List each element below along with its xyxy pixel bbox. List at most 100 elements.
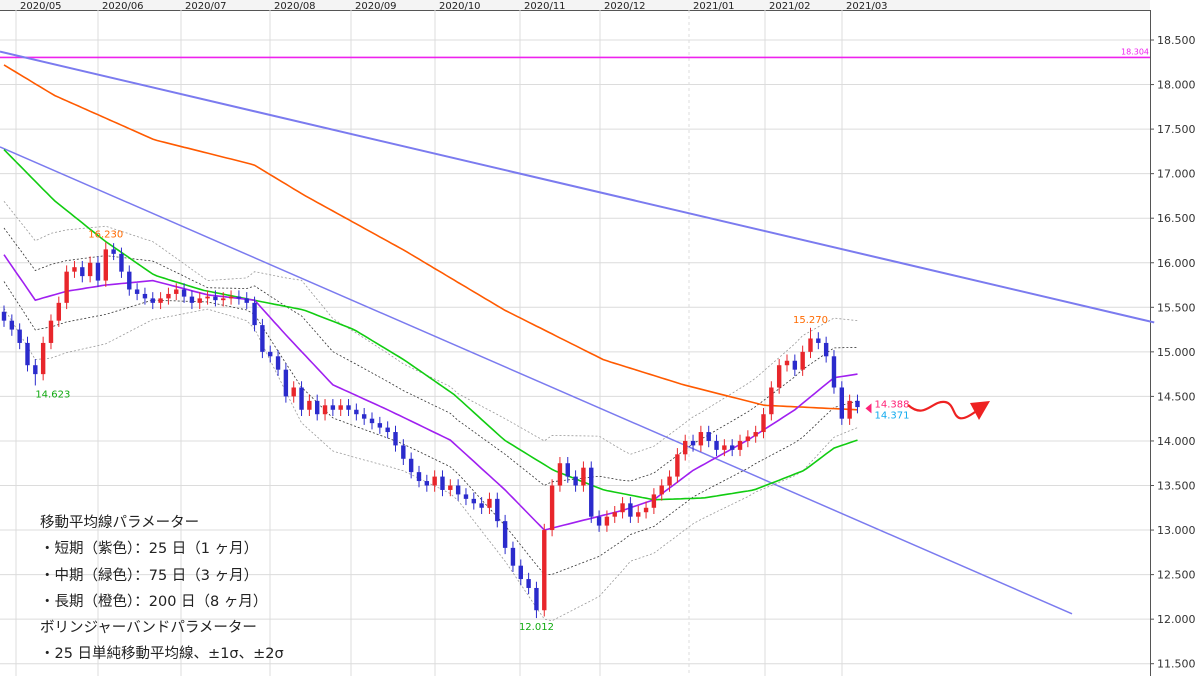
x-tick-label: 2020/10 [439, 1, 481, 12]
candle-up [612, 512, 617, 517]
y-tick-label: 17.000 [1157, 168, 1196, 181]
ma-params-title: 移動平均線パラメーター [40, 515, 200, 531]
candle-down [714, 440, 719, 450]
candle-down [385, 427, 390, 433]
price-annotation: 14.623 [35, 389, 70, 400]
candle-up [542, 530, 547, 611]
x-tick-label: 2021/03 [846, 1, 888, 12]
candle-down [9, 320, 15, 330]
candle-down [283, 369, 289, 397]
price-annotation: 16.230 [88, 229, 123, 240]
candle-up [549, 485, 555, 531]
candle-down [17, 329, 22, 343]
ma-200-line [3, 64, 858, 411]
ma-short-note: ・短期（紫色）：25 日（1 ヶ月） [40, 541, 259, 558]
candle-up [166, 293, 171, 299]
candle-up [87, 262, 93, 277]
candle-down [127, 271, 132, 290]
x-tick-label: 2020/05 [20, 1, 62, 12]
bb-params-note: ・25 日単純移動平均線、±1σ、±2σ [40, 646, 284, 663]
forecast-squiggle-arrow [907, 400, 976, 420]
candle-down [393, 432, 398, 446]
candle-down [33, 365, 38, 375]
candle-down [150, 298, 155, 303]
y-tick-label: 12.000 [1157, 613, 1196, 626]
candle-down [111, 249, 116, 254]
candle-down [142, 293, 148, 299]
candle-up [659, 485, 664, 495]
candle-down [213, 296, 218, 301]
y-tick-label: 13.500 [1157, 480, 1196, 493]
forecast-arrow-head [970, 401, 990, 420]
candle-up [698, 432, 704, 446]
candle-down [455, 485, 461, 495]
ma-long-note: ・長期（橙色）：200 日（8 ヶ月） [40, 593, 268, 610]
candle-down [518, 565, 523, 580]
candle-down [361, 414, 367, 419]
trendline [0, 50, 1155, 324]
y-tick-label: 12.500 [1157, 569, 1196, 582]
candle-up [72, 267, 77, 272]
candle-up [675, 454, 680, 477]
candle-down [706, 432, 711, 441]
candle-up [40, 342, 46, 375]
y-tick-label: 15.000 [1157, 346, 1196, 359]
candle-down [471, 498, 476, 504]
candle-up [737, 440, 743, 450]
candle-down [299, 387, 304, 410]
candle-down [119, 253, 124, 272]
candle-down [236, 296, 242, 299]
candle-down [855, 400, 860, 408]
candle-up [448, 485, 453, 490]
candle-up [784, 360, 790, 366]
ma-mid-note: ・中期（緑色）：75 日（3 ヶ月） [40, 567, 259, 584]
bollinger-band-plus2sigma [3, 201, 858, 455]
candle-down [589, 467, 594, 517]
candle-up [322, 405, 328, 415]
candle-up [228, 296, 234, 299]
candle-up [753, 432, 758, 437]
candle-up [745, 436, 751, 441]
candle-down [565, 463, 570, 477]
candle-down [346, 405, 351, 410]
candle-down [526, 579, 531, 588]
candle-down [792, 360, 798, 370]
candle-down [839, 387, 845, 419]
candle-up [48, 320, 54, 343]
candle-up [64, 271, 69, 303]
candle-down [479, 503, 484, 508]
resistance-label: 18.304 [1121, 47, 1149, 56]
candle-up [432, 476, 437, 486]
candle-down [401, 445, 406, 459]
candle-up [776, 365, 782, 388]
candle-down [1, 311, 7, 321]
x-tick-label: 2020/06 [102, 1, 144, 12]
candle-down [315, 400, 320, 415]
x-tick-label: 2020/12 [604, 1, 646, 12]
candle-up [643, 507, 649, 513]
candle-up [769, 387, 774, 415]
price-annotation: 12.012 [519, 622, 554, 633]
candle-down [495, 498, 500, 522]
y-tick-label: 14.000 [1157, 435, 1196, 448]
candle-up [620, 503, 625, 513]
candle-down [729, 445, 735, 450]
date-axis-strip [0, 0, 1150, 10]
candle-down [440, 476, 445, 490]
candle-up [651, 494, 657, 508]
candle-down [534, 587, 539, 611]
x-tick-label: 2020/08 [274, 1, 316, 12]
candle-up [56, 302, 62, 321]
bollinger-band-minus2sigma [3, 307, 858, 622]
bollinger-band-plus1sigma [3, 227, 858, 486]
candle-down [354, 409, 359, 415]
y-tick-label: 18.000 [1157, 79, 1196, 92]
candle-up [847, 400, 852, 419]
x-tick-label: 2020/07 [185, 1, 227, 12]
y-tick-label: 16.500 [1157, 212, 1196, 225]
candle-down [80, 267, 85, 277]
candle-up [307, 400, 312, 410]
candle-up [103, 249, 108, 281]
last-price-marker [865, 403, 872, 414]
